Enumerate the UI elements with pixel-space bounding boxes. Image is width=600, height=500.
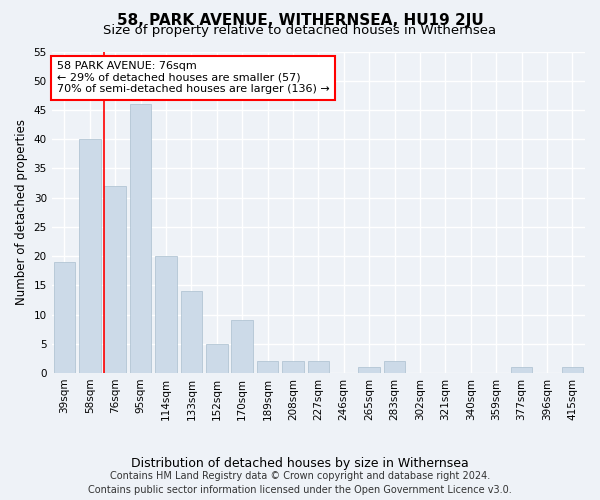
Bar <box>308 362 329 373</box>
Bar <box>181 291 202 373</box>
Y-axis label: Number of detached properties: Number of detached properties <box>15 120 28 306</box>
Bar <box>257 362 278 373</box>
Bar <box>384 362 406 373</box>
Text: Distribution of detached houses by size in Withernsea: Distribution of detached houses by size … <box>131 458 469 470</box>
Text: Size of property relative to detached houses in Withernsea: Size of property relative to detached ho… <box>103 24 497 37</box>
Bar <box>53 262 75 373</box>
Bar <box>155 256 177 373</box>
Bar <box>358 367 380 373</box>
Text: Contains HM Land Registry data © Crown copyright and database right 2024.
Contai: Contains HM Land Registry data © Crown c… <box>88 471 512 495</box>
Text: 58 PARK AVENUE: 76sqm
← 29% of detached houses are smaller (57)
70% of semi-deta: 58 PARK AVENUE: 76sqm ← 29% of detached … <box>57 61 330 94</box>
Bar <box>511 367 532 373</box>
Text: 58, PARK AVENUE, WITHERNSEA, HU19 2JU: 58, PARK AVENUE, WITHERNSEA, HU19 2JU <box>116 12 484 28</box>
Bar <box>206 344 227 373</box>
Bar <box>282 362 304 373</box>
Bar <box>104 186 126 373</box>
Bar <box>79 139 101 373</box>
Bar <box>562 367 583 373</box>
Bar <box>130 104 151 373</box>
Bar <box>232 320 253 373</box>
